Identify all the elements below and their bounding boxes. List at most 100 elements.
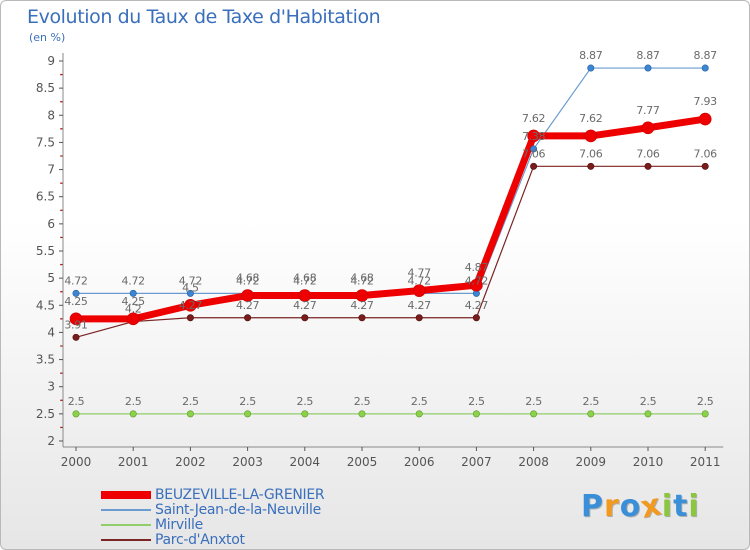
data-point — [530, 410, 538, 418]
data-label: 7.06 — [522, 147, 546, 160]
data-point — [472, 314, 480, 322]
data-point — [698, 112, 712, 126]
data-label: 4.77 — [408, 267, 432, 280]
data-point — [184, 298, 197, 312]
data-label: 4.27 — [236, 299, 260, 312]
data-label: 2.5 — [68, 395, 85, 408]
y-minor-marker — [60, 318, 62, 320]
y-minor-marker — [60, 182, 62, 184]
legend-swatch — [101, 523, 151, 526]
data-label: 8.87 — [579, 49, 603, 62]
y-minor-marker — [60, 345, 62, 347]
y-tick-label: 4.5 — [36, 298, 55, 312]
data-label: 4.2 — [125, 303, 142, 316]
data-label: 7.62 — [522, 112, 545, 125]
legend-label: Mirville — [155, 516, 203, 533]
data-point — [472, 410, 480, 418]
data-point — [355, 289, 369, 302]
logo-letter: o — [619, 489, 642, 524]
x-tick-label: 2002 — [175, 455, 206, 469]
data-point — [358, 314, 366, 322]
data-label: 4.27 — [293, 299, 317, 312]
y-tick-label: 7.5 — [36, 135, 55, 149]
legend-swatch — [101, 538, 151, 541]
y-axis-unit: (en %) — [29, 31, 66, 44]
data-label: 4.25 — [122, 295, 146, 308]
data-label: 2.5 — [297, 395, 314, 408]
data-point — [644, 64, 652, 72]
legend-swatch — [101, 508, 151, 511]
x-tick-label: 2000 — [61, 455, 92, 469]
data-point — [415, 410, 423, 418]
data-point — [301, 314, 309, 322]
y-tick-label: 9 — [47, 54, 55, 68]
data-label: 4.72 — [179, 274, 202, 287]
proxiti-logo: Proxiti — [581, 487, 700, 525]
legend-swatch — [101, 490, 151, 499]
y-tick-label: 3.5 — [36, 353, 55, 367]
data-label: 2.5 — [182, 395, 199, 408]
legend-item: BEUZEVILLE-LA-GRENIER — [101, 486, 325, 503]
data-point — [244, 314, 252, 322]
data-point — [72, 410, 80, 418]
data-point — [701, 162, 709, 170]
data-label: 4.72 — [293, 274, 316, 287]
data-label: 2.5 — [125, 395, 142, 408]
data-point — [186, 410, 194, 418]
data-point — [587, 162, 595, 170]
data-label: 2.5 — [697, 395, 714, 408]
data-label: 4.27 — [179, 299, 203, 312]
data-point — [244, 410, 252, 418]
logo-letter: r — [604, 489, 620, 524]
data-label: 7.93 — [694, 95, 718, 108]
y-minor-marker — [60, 100, 62, 103]
data-label: 7.62 — [579, 112, 602, 125]
data-label: 2.5 — [583, 395, 600, 408]
data-point — [186, 289, 194, 297]
data-label: 4.25 — [64, 295, 88, 308]
data-label: 8.87 — [636, 49, 660, 62]
data-label: 7.06 — [694, 147, 718, 160]
data-point — [72, 289, 80, 297]
y-tick-label: 5.5 — [36, 244, 55, 258]
x-tick-label: 2005 — [347, 455, 378, 469]
x-tick-label: 2011 — [690, 455, 721, 469]
y-minor-marker — [60, 399, 62, 402]
data-label: 4.72 — [465, 274, 488, 287]
legend: BEUZEVILLE-LA-GRENIER Saint-Jean-de-la-Ne… — [101, 486, 325, 548]
y-minor-marker — [60, 426, 62, 429]
data-label: 7.06 — [579, 147, 603, 160]
data-label: 4.72 — [408, 274, 431, 287]
data-label: 2.5 — [411, 395, 428, 408]
data-point — [72, 333, 80, 341]
data-point — [587, 410, 595, 418]
y-tick-label: 8.5 — [36, 81, 55, 95]
data-label: 2.5 — [525, 395, 542, 408]
y-tick-label: 5 — [47, 271, 55, 285]
data-point — [701, 64, 709, 72]
data-point — [641, 121, 655, 135]
legend-label: Parc-d'Anxtot — [155, 531, 245, 548]
chart-title: Evolution du Taux de Taxe d'Habitation — [27, 6, 381, 28]
x-tick-label: 2004 — [290, 455, 321, 469]
data-point — [301, 410, 309, 418]
legend-label: Saint-Jean-de-la-Neuville — [155, 501, 321, 518]
data-label: 4.72 — [64, 274, 87, 287]
y-minor-marker — [60, 73, 62, 76]
data-point — [644, 162, 652, 170]
data-label: 3.91 — [64, 318, 87, 331]
data-label: 8.87 — [694, 49, 718, 62]
series-line-1 — [75, 67, 706, 294]
y-minor-marker — [60, 209, 62, 212]
data-point — [129, 410, 137, 418]
data-point — [412, 284, 426, 297]
x-tick-label: 2008 — [518, 455, 549, 469]
data-label: 4.27 — [350, 299, 374, 312]
x-tick-label: 2003 — [232, 455, 263, 469]
y-tick-label: 2 — [47, 434, 55, 448]
x-tick-label: 2010 — [633, 455, 664, 469]
data-label: 4.68 — [293, 272, 317, 285]
data-point — [470, 278, 483, 292]
legend-label: BEUZEVILLE-LA-GRENIER — [155, 486, 325, 503]
